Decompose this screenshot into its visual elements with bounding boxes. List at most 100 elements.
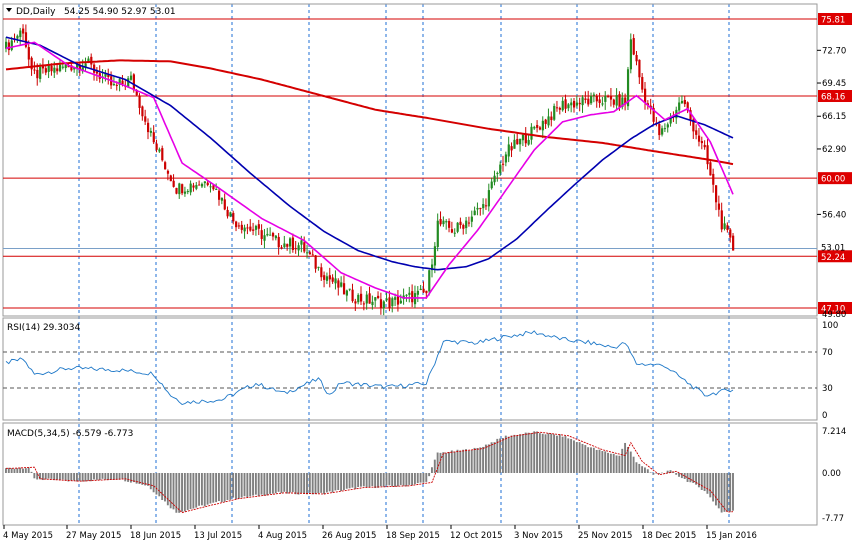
candle-body <box>47 65 50 72</box>
level-label: 75.81 <box>821 16 845 26</box>
macd-bar <box>655 473 658 474</box>
candle-body <box>439 219 442 225</box>
current-price-label: 53.01 <box>821 244 845 254</box>
candle-body <box>433 246 437 266</box>
macd-bar <box>325 473 328 493</box>
macd-bar <box>328 473 331 492</box>
time-tick-label: 18 Dec 2015 <box>642 531 696 541</box>
macd-bar <box>135 473 138 484</box>
candle-body <box>601 103 604 105</box>
candle-body <box>84 63 87 68</box>
candle-body <box>129 75 133 80</box>
candle-body <box>303 242 306 252</box>
candle-body <box>382 301 385 309</box>
macd-bar <box>354 473 357 489</box>
level-label: 52.24 <box>821 253 845 263</box>
macd-bar <box>587 447 590 473</box>
rsi-tick-label: 30 <box>822 384 833 394</box>
candle-body <box>581 97 584 106</box>
time-tick-label: 4 Aug 2015 <box>258 531 307 541</box>
candle-body <box>39 66 42 79</box>
macd-bar <box>413 473 416 485</box>
macd-bar <box>195 473 198 508</box>
macd-bar <box>723 473 726 512</box>
macd-bar <box>697 473 700 488</box>
macd-bar <box>439 452 442 473</box>
macd-bar <box>286 473 289 494</box>
macd-bar <box>110 473 112 480</box>
candle-body <box>544 119 547 124</box>
macd-bar <box>607 452 609 473</box>
candle-body <box>371 301 374 306</box>
macd-bar <box>67 473 70 482</box>
candle-body <box>87 58 90 62</box>
candle-body <box>484 205 488 207</box>
macd-bar <box>632 456 635 473</box>
candle-body <box>317 266 320 268</box>
candle-body <box>618 94 621 107</box>
candle-body <box>715 185 718 203</box>
price-tick-label: 72.70 <box>822 46 846 56</box>
candle-body <box>405 294 408 296</box>
candle-body <box>615 95 618 106</box>
macd-bar <box>87 473 90 481</box>
moving-averages <box>5 36 734 299</box>
macd-bar <box>484 444 487 473</box>
level-label: 60.00 <box>821 175 845 185</box>
candle-body <box>235 221 238 228</box>
macd-bar <box>218 473 220 502</box>
candle-body <box>351 289 354 302</box>
candle-body <box>462 224 465 229</box>
macd-bar <box>678 473 680 477</box>
candle-body <box>697 135 701 142</box>
candle-body <box>584 98 587 100</box>
macd-bar <box>58 473 61 481</box>
level-label-box <box>818 90 852 103</box>
macd-bar <box>127 473 130 482</box>
candle-body <box>700 141 703 144</box>
macd-bar <box>379 473 382 487</box>
candle-body <box>502 163 505 165</box>
ma-fast-line <box>5 41 734 299</box>
candle-body <box>530 126 533 140</box>
candle-body <box>521 134 525 141</box>
macd-signal-line <box>6 431 734 514</box>
candle-body <box>155 143 158 150</box>
macd-bar <box>178 473 181 513</box>
candle-body <box>36 69 39 79</box>
candle-body <box>607 96 610 98</box>
macd-bar <box>726 473 729 512</box>
dropdown-arrow-icon[interactable] <box>6 8 12 12</box>
macd-bar <box>351 473 354 488</box>
candle-body <box>595 95 598 102</box>
candle-body <box>524 134 527 144</box>
macd-bar <box>252 473 254 496</box>
macd-bar <box>536 431 538 473</box>
macd-bar <box>115 473 118 480</box>
macd-bar <box>626 446 629 473</box>
macd-bar <box>13 468 16 473</box>
candle-body <box>308 252 312 255</box>
time-axis: 4 May 2015 27 May 2015 18 Jun 2015 13 Jul 2… <box>3 525 757 541</box>
candle-body <box>683 99 686 105</box>
macd-bar <box>124 473 127 482</box>
candle-body <box>260 230 263 239</box>
macd-bar <box>609 453 612 473</box>
macd-bar <box>158 473 161 497</box>
candle-body <box>209 186 212 188</box>
macd-bar <box>249 473 252 497</box>
macd-bar <box>513 434 516 473</box>
candle-body <box>5 41 8 49</box>
candle-body <box>726 225 729 230</box>
candle-body <box>564 99 567 109</box>
macd-bar <box>118 473 121 480</box>
macd-bar <box>538 433 541 473</box>
macd-bar <box>41 473 44 481</box>
macd-bar <box>661 472 663 474</box>
macd-bar <box>416 473 419 484</box>
macd-bar <box>638 463 641 473</box>
candle-body <box>666 124 669 128</box>
candle-body <box>510 146 513 151</box>
candle-body <box>195 184 198 189</box>
